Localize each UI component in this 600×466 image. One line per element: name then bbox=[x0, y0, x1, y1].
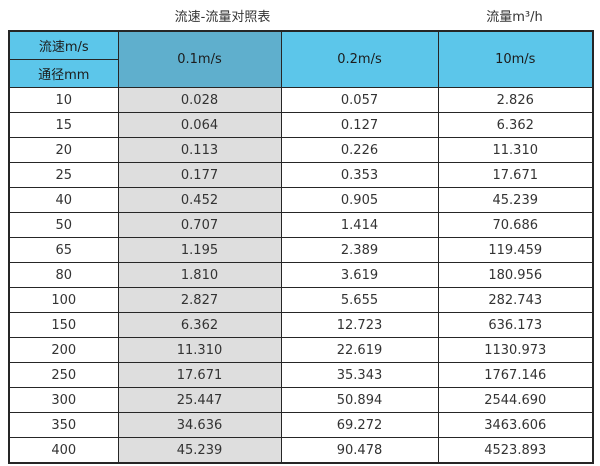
value-cell-10ms: 3463.606 bbox=[437, 412, 594, 438]
value-cell-0-1ms: 0.707 bbox=[117, 212, 282, 238]
value-cell-0-2ms: 0.905 bbox=[280, 187, 439, 213]
value-cell-0-1ms: 17.671 bbox=[117, 362, 282, 388]
value-cell-0-1ms: 0.064 bbox=[117, 112, 282, 138]
value-cell-0-2ms: 22.619 bbox=[280, 337, 439, 363]
value-cell-0-2ms: 5.655 bbox=[280, 287, 439, 313]
value-cell-10ms: 4523.893 bbox=[437, 437, 594, 464]
diameter-cell: 350 bbox=[8, 412, 119, 438]
title-row: 流速-流量对照表 流量m³/h bbox=[0, 0, 600, 30]
value-cell-0-2ms: 50.894 bbox=[280, 387, 439, 413]
value-cell-10ms: 1767.146 bbox=[437, 362, 594, 388]
value-cell-10ms: 70.686 bbox=[437, 212, 594, 238]
diameter-cell: 200 bbox=[8, 337, 119, 363]
table-row: 350 34.636 69.272 3463.606 bbox=[8, 412, 594, 438]
value-cell-10ms: 11.310 bbox=[437, 137, 594, 163]
value-cell-0-1ms: 25.447 bbox=[117, 387, 282, 413]
table-row: 50 0.707 1.414 70.686 bbox=[8, 212, 594, 238]
diameter-cell: 400 bbox=[8, 437, 119, 464]
value-cell-0-2ms: 0.127 bbox=[280, 112, 439, 138]
table-row: 80 1.810 3.619 180.956 bbox=[8, 262, 594, 288]
value-cell-0-2ms: 12.723 bbox=[280, 312, 439, 338]
value-cell-10ms: 6.362 bbox=[437, 112, 594, 138]
value-cell-10ms: 282.743 bbox=[437, 287, 594, 313]
value-cell-10ms: 1130.973 bbox=[437, 337, 594, 363]
diameter-cell: 100 bbox=[8, 287, 119, 313]
value-cell-0-2ms: 35.343 bbox=[280, 362, 439, 388]
table-row: 10 0.028 0.057 2.826 bbox=[8, 87, 594, 113]
header-row-bottom: 通径mm bbox=[8, 59, 593, 88]
value-cell-0-1ms: 1.810 bbox=[117, 262, 282, 288]
diameter-cell: 20 bbox=[8, 137, 119, 163]
value-cell-0-1ms: 0.028 bbox=[117, 87, 282, 113]
value-cell-0-1ms: 0.113 bbox=[117, 137, 282, 163]
value-cell-10ms: 2.826 bbox=[437, 87, 594, 113]
value-cell-0-1ms: 6.362 bbox=[117, 312, 282, 338]
value-cell-10ms: 636.173 bbox=[437, 312, 594, 338]
diameter-cell: 25 bbox=[8, 162, 119, 188]
value-cell-0-1ms: 11.310 bbox=[117, 337, 282, 363]
value-cell-0-2ms: 90.478 bbox=[280, 437, 439, 464]
diameter-cell: 65 bbox=[8, 237, 119, 263]
diameter-cell: 80 bbox=[8, 262, 119, 288]
value-cell-0-2ms: 69.272 bbox=[280, 412, 439, 438]
value-cell-10ms: 180.956 bbox=[437, 262, 594, 288]
value-cell-0-1ms: 0.452 bbox=[117, 187, 282, 213]
table-row: 40 0.452 0.905 45.239 bbox=[8, 187, 594, 213]
corner-diameter-label: 通径mm bbox=[8, 59, 119, 88]
value-cell-10ms: 45.239 bbox=[437, 187, 594, 213]
diameter-cell: 10 bbox=[8, 87, 119, 113]
value-cell-10ms: 17.671 bbox=[437, 162, 594, 188]
table-row: 25 0.177 0.353 17.671 bbox=[8, 162, 594, 188]
value-cell-0-2ms: 2.389 bbox=[280, 237, 439, 263]
diameter-cell: 300 bbox=[8, 387, 119, 413]
flow-unit-title: 流量m³/h bbox=[486, 9, 543, 25]
diameter-cell: 40 bbox=[8, 187, 119, 213]
diameter-cell: 50 bbox=[8, 212, 119, 238]
flow-rate-table: 流速m/s 0.1m/s 0.2m/s 10m/s 通径mm 10 0.028 … bbox=[8, 30, 594, 464]
col-header-0-2ms: 0.2m/s bbox=[280, 30, 439, 88]
col-header-10ms: 10m/s bbox=[437, 30, 594, 88]
table-header: 流速m/s 0.1m/s 0.2m/s 10m/s 通径mm bbox=[8, 30, 594, 88]
table-row: 65 1.195 2.389 119.459 bbox=[8, 237, 594, 263]
diameter-cell: 15 bbox=[8, 112, 119, 138]
value-cell-0-1ms: 45.239 bbox=[117, 437, 282, 464]
value-cell-0-2ms: 1.414 bbox=[280, 212, 439, 238]
table-row: 15 0.064 0.127 6.362 bbox=[8, 112, 594, 138]
table-row: 20 0.113 0.226 11.310 bbox=[8, 137, 594, 163]
table-title: 流速-流量对照表 bbox=[174, 9, 271, 25]
value-cell-0-2ms: 3.619 bbox=[280, 262, 439, 288]
corner-velocity-label: 流速m/s bbox=[8, 30, 119, 60]
value-cell-0-2ms: 0.226 bbox=[280, 137, 439, 163]
value-cell-10ms: 119.459 bbox=[437, 237, 594, 263]
value-cell-0-1ms: 1.195 bbox=[117, 237, 282, 263]
table-row: 300 25.447 50.894 2544.690 bbox=[8, 387, 594, 413]
col-header-0-1ms: 0.1m/s bbox=[117, 30, 282, 88]
value-cell-0-1ms: 34.636 bbox=[117, 412, 282, 438]
table-row: 250 17.671 35.343 1767.146 bbox=[8, 362, 594, 388]
table-body: 10 0.028 0.057 2.826 15 0.064 0.127 6.36… bbox=[8, 87, 594, 464]
value-cell-0-1ms: 0.177 bbox=[117, 162, 282, 188]
table-row: 100 2.827 5.655 282.743 bbox=[8, 287, 594, 313]
value-cell-0-2ms: 0.057 bbox=[280, 87, 439, 113]
value-cell-0-1ms: 2.827 bbox=[117, 287, 282, 313]
diameter-cell: 150 bbox=[8, 312, 119, 338]
table-row: 200 11.310 22.619 1130.973 bbox=[8, 337, 594, 363]
header-row-top: 流速m/s 0.1m/s 0.2m/s 10m/s bbox=[8, 30, 594, 88]
diameter-cell: 250 bbox=[8, 362, 119, 388]
table-row: 400 45.239 90.478 4523.893 bbox=[8, 437, 594, 464]
value-cell-0-2ms: 0.353 bbox=[280, 162, 439, 188]
value-cell-10ms: 2544.690 bbox=[437, 387, 594, 413]
table-row: 150 6.362 12.723 636.173 bbox=[8, 312, 594, 338]
